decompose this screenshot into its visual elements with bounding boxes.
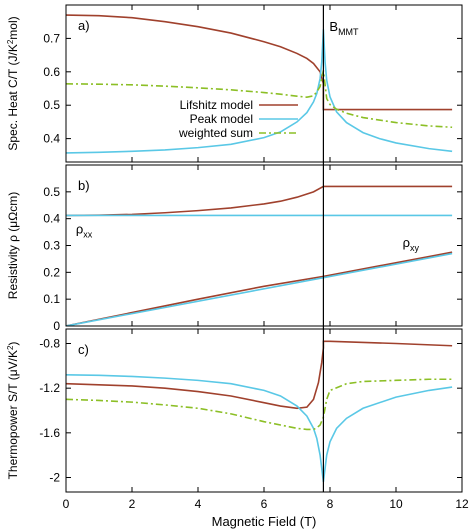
xtick-label: 12 [455,497,469,511]
panel-a-ylabel: Spec. Heat C/T (J/K2mol) [6,16,20,150]
ytick-label: 0 [53,319,60,333]
xtick-label: 10 [389,497,403,511]
series-line-2-4 [66,252,453,326]
rho-xx-label: ρxx [76,221,93,239]
series-line-3-1 [66,340,453,410]
panel-c-frame [65,328,463,493]
panel-a-frame [65,4,463,163]
panel-c-yticks: -0.8 -1.2 -1.6 -2 [39,329,463,492]
x-axis-ticks: 0 2 4 6 8 10 12 [63,497,469,511]
panel-c-label: c) [78,342,89,357]
ytick-label: -0.8 [39,337,60,351]
ytick-label: 0.4 [43,132,60,146]
legend: Lifshitz model Peak model weighted sum [178,98,298,140]
series-line-3-3 [66,378,453,431]
panel-c-ylabel: Thermopower S/T (μV/K2) [6,342,20,480]
series-line-2-1 [66,185,453,217]
panel-a-yticks: 0.4 0.5 0.6 0.7 [43,5,463,162]
x-axis-label: Magnetic Field (T) [212,514,317,529]
ytick-label: 0.4 [43,212,60,226]
ytick-label: 0.7 [43,31,60,45]
panel-c-series [66,340,453,483]
panel-b-series [66,185,453,326]
panel-b-ylabel: Resistivity ρ (μΩcm) [6,192,20,299]
ytick-label: 0.3 [43,239,60,253]
rho-xy-label: ρxy [403,235,420,253]
panel-a-label: a) [78,18,90,33]
series-line-2-3 [66,251,453,326]
xtick-label: 8 [327,497,334,511]
panel-a-series [66,14,453,154]
legend-entry-peak: Peak model [190,112,253,126]
series-line-1-1 [66,14,453,111]
bmmt-label: BMMT [329,19,359,37]
ytick-label: -1.2 [39,381,60,395]
series-line-3-2 [66,373,453,483]
ytick-label: 0.5 [43,98,60,112]
panel-b-yticks: 0 0.1 0.2 0.3 0.4 0.5 [43,165,463,333]
xtick-label: 2 [129,497,136,511]
ytick-label: 0.1 [43,292,60,306]
panel-c: -0.8 -1.2 -1.6 -2 0 2 4 6 8 10 12 c) Thermopower … [6,328,469,511]
ytick-label: 0.5 [43,185,60,199]
xtick-label: 6 [261,497,268,511]
ytick-label: -1.6 [39,426,60,440]
series-line-1-2 [66,29,453,154]
ytick-label: -2 [49,470,60,484]
series-line-1-3 [66,70,453,129]
legend-entry-weighted: weighted sum [178,126,253,140]
xtick-label: 4 [195,497,202,511]
panel-b: 0 0.1 0.2 0.3 0.4 0.5 b) Resistivity ρ (μΩcm)… [6,164,463,333]
ytick-label: 0.2 [43,265,60,279]
panel-a: 0.4 0.5 0.6 0.7 a) Spec. Heat C/T (J/K2mol)… [6,4,463,163]
ytick-label: 0.6 [43,65,60,79]
xtick-label: 0 [63,497,70,511]
legend-entry-lifshitz: Lifshitz model [180,98,253,112]
panel-b-label: b) [78,178,90,193]
